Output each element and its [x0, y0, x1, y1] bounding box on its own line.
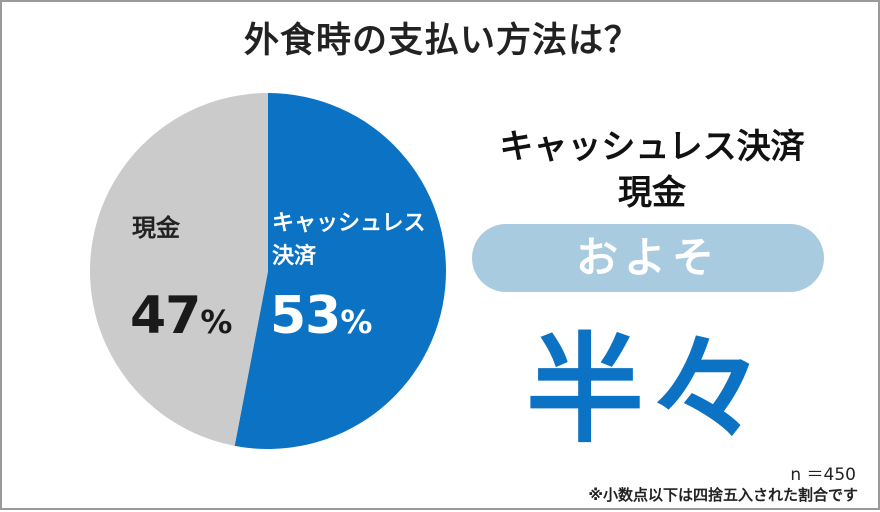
cash-slice-percent: 47%	[130, 286, 232, 346]
headline-line2: 現金	[618, 173, 686, 213]
half-and-half-text: 半々	[525, 321, 770, 459]
cashless-label-line2: 決済	[272, 244, 317, 269]
cashless-percent-sign: %	[340, 303, 372, 341]
cashless-slice	[234, 93, 446, 449]
headline-line1: キャッシュレス決済	[499, 127, 805, 167]
sample-size-note: n ＝450	[790, 465, 856, 485]
cashless-label-line1: キャッシュレス	[272, 211, 426, 236]
approximately-pill: およそ	[472, 224, 824, 292]
cash-percent-sign: %	[200, 303, 232, 341]
rounding-note: ※小数点以下は四捨五入された割合です	[588, 486, 858, 504]
cash-slice	[89, 93, 268, 446]
cash-slice-label: 現金	[132, 214, 180, 242]
cash-percent-value: 47	[130, 286, 201, 346]
cashless-slice-percent: 53%	[270, 286, 372, 346]
cashless-percent-value: 53	[270, 286, 341, 346]
cashless-slice-label: キャッシュレス 決済	[272, 207, 447, 273]
chart-title: 外食時の支払い方法は？	[243, 21, 640, 61]
